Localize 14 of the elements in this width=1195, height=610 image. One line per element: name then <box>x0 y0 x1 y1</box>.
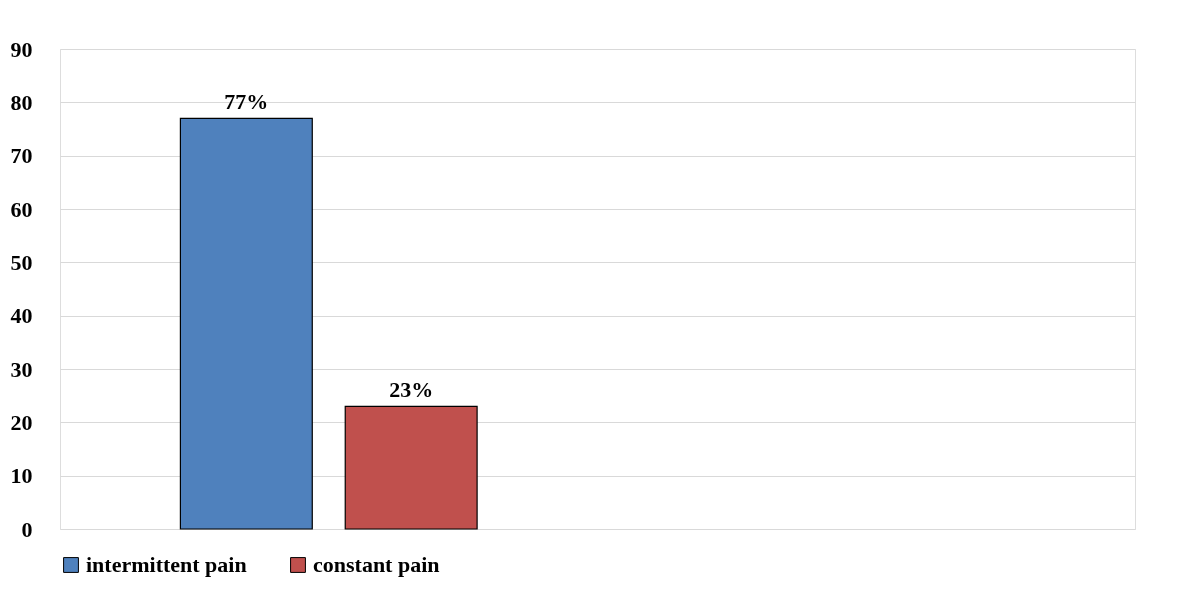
y-tick-label: 80 <box>10 89 33 115</box>
y-tick-label: 70 <box>10 143 33 169</box>
y-tick-label: 90 <box>10 36 33 62</box>
y-tick-label: 30 <box>10 356 33 382</box>
legend-label: constant pain <box>313 552 440 577</box>
y-tick-label: 20 <box>10 409 33 435</box>
y-tick-label: 50 <box>10 249 33 275</box>
y-tick-label: 0 <box>21 516 33 542</box>
y-tick-label: 60 <box>10 196 33 222</box>
legend-label: intermittent pain <box>86 552 247 577</box>
data-label: 23% <box>389 377 434 403</box>
y-tick-label: 10 <box>10 463 33 489</box>
data-label: 77% <box>224 89 269 115</box>
y-tick-label: 40 <box>10 303 33 329</box>
